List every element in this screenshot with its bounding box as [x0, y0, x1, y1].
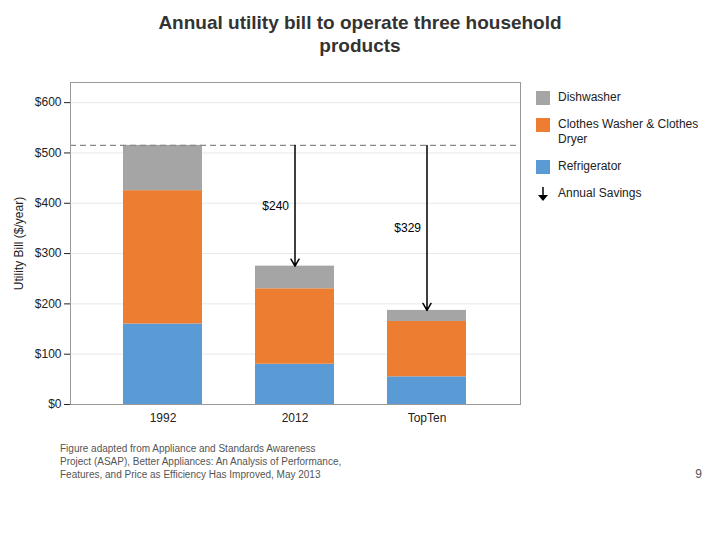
svg-text:1992: 1992: [150, 411, 177, 425]
svg-text:$400: $400: [35, 196, 62, 210]
svg-text:$329: $329: [394, 220, 421, 234]
html-text:Clothes Washer & Clothes Dryer: Clothes Washer & Clothes Dryer: [558, 116, 699, 146]
svg-text:$600: $600: [35, 95, 62, 109]
html-text:Annual Savings: Annual Savings: [558, 185, 642, 200]
svg-text:$300: $300: [35, 246, 62, 260]
html-text:Refrigerator: Refrigerator: [558, 158, 622, 173]
html-text:Annual utility bill to operate: Annual utility bill to operate three hou…: [158, 12, 562, 56]
svg-text:$500: $500: [35, 145, 62, 159]
svg-text:Utility Bill ($/year): Utility Bill ($/year): [12, 196, 26, 289]
svg-text:TopTen: TopTen: [408, 411, 447, 425]
html-text:Figure adapted from Appliance: Figure adapted from Appliance and Standa…: [60, 442, 342, 480]
svg-text:$200: $200: [35, 296, 62, 310]
html-text:9: 9: [695, 466, 702, 481]
svg-text:$100: $100: [35, 347, 62, 361]
svg-text:$0: $0: [48, 397, 62, 411]
svg-text:$240: $240: [262, 198, 289, 212]
svg-text:2012: 2012: [282, 411, 309, 425]
html-text:Dishwasher: Dishwasher: [558, 89, 621, 104]
